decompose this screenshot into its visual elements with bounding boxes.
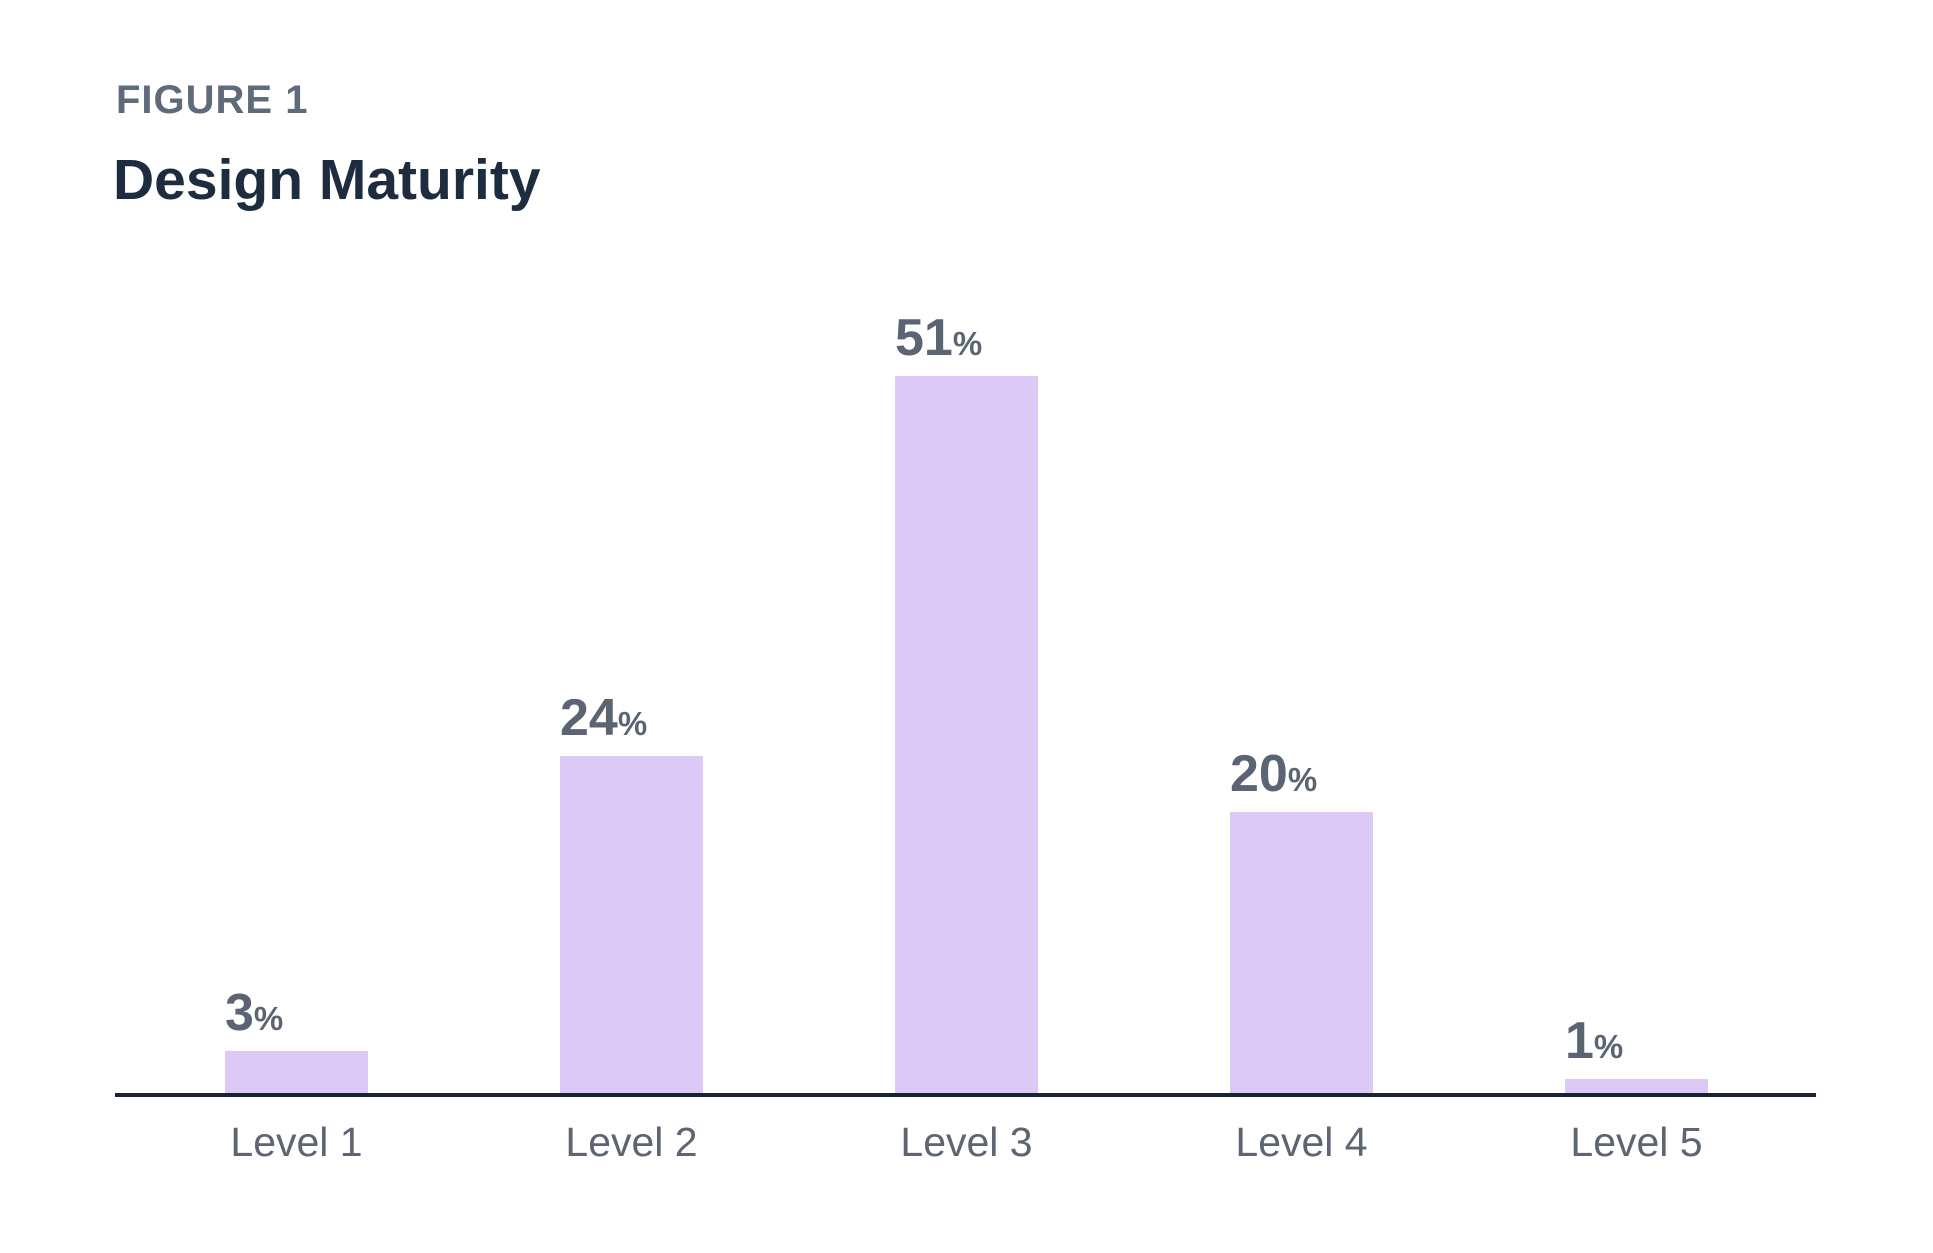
figure-label: FIGURE 1 <box>116 78 309 122</box>
chart-title: Design Maturity <box>113 148 541 212</box>
bar-category-label: Level 3 <box>900 1119 1033 1165</box>
bar-category-label: Level 5 <box>1570 1119 1703 1165</box>
bar-value-label: 20% <box>1230 748 1317 800</box>
bar <box>895 376 1038 1093</box>
value-number: 3 <box>225 984 254 1042</box>
bar-category-label: Level 1 <box>230 1119 363 1165</box>
percent-sign: % <box>253 1000 284 1037</box>
percent-sign: % <box>1287 761 1318 798</box>
bar <box>1230 812 1373 1093</box>
percent-sign: % <box>617 705 648 742</box>
bar-category-label: Level 4 <box>1235 1119 1368 1165</box>
value-number: 24 <box>560 689 618 747</box>
bar <box>225 1051 368 1093</box>
bar-value-label: 24% <box>560 692 647 744</box>
value-number: 1 <box>1565 1012 1594 1070</box>
percent-sign: % <box>1593 1028 1624 1065</box>
value-number: 51 <box>895 309 953 367</box>
bar-value-label: 3% <box>225 987 283 1039</box>
bar-category-label: Level 2 <box>565 1119 698 1165</box>
value-number: 20 <box>1230 745 1288 803</box>
percent-sign: % <box>952 325 983 362</box>
bar <box>1565 1079 1708 1093</box>
bar-value-label: 51% <box>895 312 982 364</box>
x-axis-line <box>115 1093 1816 1097</box>
bar-value-label: 1% <box>1565 1015 1623 1067</box>
bar <box>560 756 703 1093</box>
